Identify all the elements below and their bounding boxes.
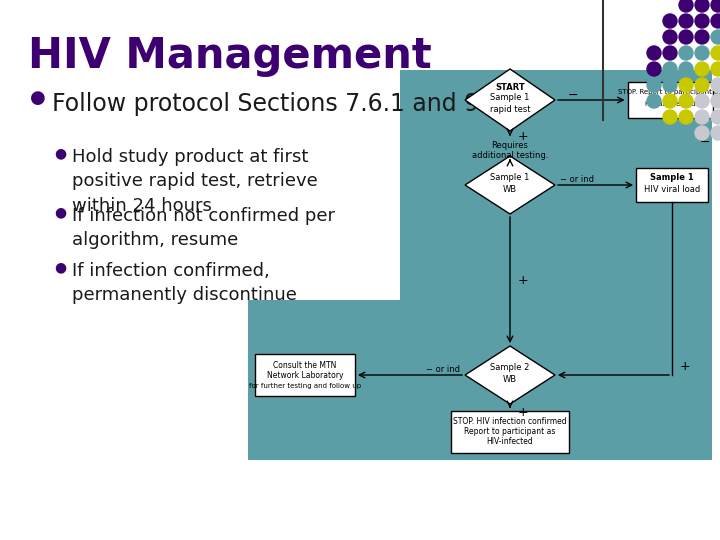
Circle shape: [647, 46, 661, 60]
Text: STOP. HIV infection confirmed: STOP. HIV infection confirmed: [453, 417, 567, 427]
FancyBboxPatch shape: [255, 354, 355, 396]
Circle shape: [695, 78, 709, 92]
Circle shape: [647, 78, 661, 92]
Text: +: +: [518, 406, 528, 419]
Circle shape: [679, 110, 693, 124]
Circle shape: [711, 62, 720, 76]
Circle shape: [663, 62, 677, 76]
Text: WB: WB: [503, 375, 517, 384]
Text: −: −: [699, 136, 710, 149]
Circle shape: [663, 46, 677, 60]
FancyBboxPatch shape: [400, 70, 712, 300]
Text: Report to participant as: Report to participant as: [464, 428, 556, 436]
Circle shape: [679, 0, 693, 12]
Text: ●: ●: [54, 260, 66, 274]
Text: Network Laboratory: Network Laboratory: [266, 370, 343, 380]
Circle shape: [711, 126, 720, 140]
Text: ●: ●: [54, 205, 66, 219]
Circle shape: [695, 94, 709, 108]
Text: +: +: [680, 361, 690, 374]
Text: Consult the MTN: Consult the MTN: [274, 361, 337, 369]
Polygon shape: [465, 156, 555, 214]
Circle shape: [695, 110, 709, 124]
Circle shape: [711, 110, 720, 124]
Circle shape: [647, 94, 661, 108]
FancyBboxPatch shape: [628, 82, 713, 118]
Text: ●: ●: [54, 146, 66, 160]
Circle shape: [711, 78, 720, 92]
Text: Sample 1: Sample 1: [490, 93, 530, 103]
Circle shape: [663, 14, 677, 28]
FancyBboxPatch shape: [636, 168, 708, 202]
Text: HIV Management: HIV Management: [28, 35, 432, 77]
Text: Sample 1: Sample 1: [490, 172, 530, 181]
Circle shape: [711, 30, 720, 44]
Text: +: +: [518, 273, 528, 287]
Text: Sample 2: Sample 2: [490, 362, 530, 372]
Circle shape: [663, 94, 677, 108]
Text: STOP. Report to participant as: STOP. Report to participant as: [618, 89, 720, 95]
Circle shape: [679, 46, 693, 60]
Circle shape: [679, 30, 693, 44]
Circle shape: [695, 46, 709, 60]
Text: Hold study product at first
positive rapid test, retrieve
within 24 hours: Hold study product at first positive rap…: [72, 148, 318, 214]
Circle shape: [679, 94, 693, 108]
Text: ●: ●: [30, 89, 46, 107]
Circle shape: [711, 0, 720, 12]
Circle shape: [663, 78, 677, 92]
Text: START: START: [495, 84, 525, 92]
Text: −: −: [568, 89, 578, 102]
Circle shape: [695, 0, 709, 12]
Circle shape: [695, 126, 709, 140]
Text: rapid test: rapid test: [490, 105, 530, 113]
Text: for further testing and follow up: for further testing and follow up: [249, 383, 361, 389]
Text: +: +: [518, 130, 528, 143]
Text: HIV-uninfected: HIV-uninfected: [644, 101, 696, 107]
Text: If infection confirmed,
permanently discontinue: If infection confirmed, permanently disc…: [72, 262, 297, 305]
Circle shape: [711, 46, 720, 60]
Text: Follow protocol Sections 7.6.1 and 9.10: Follow protocol Sections 7.6.1 and 9.10: [52, 92, 516, 116]
Text: Sample 1: Sample 1: [650, 173, 694, 183]
Circle shape: [679, 78, 693, 92]
Text: − or ind: − or ind: [560, 176, 594, 185]
Text: If infection not confirmed per
algorithm, resume: If infection not confirmed per algorithm…: [72, 207, 335, 249]
Circle shape: [711, 94, 720, 108]
Circle shape: [695, 30, 709, 44]
Circle shape: [679, 14, 693, 28]
Polygon shape: [465, 69, 555, 131]
Text: Requires: Requires: [492, 141, 528, 151]
FancyBboxPatch shape: [248, 300, 712, 460]
Circle shape: [695, 14, 709, 28]
Polygon shape: [465, 346, 555, 404]
Text: WB: WB: [503, 186, 517, 194]
Circle shape: [711, 14, 720, 28]
Circle shape: [679, 62, 693, 76]
Text: − or ind: − or ind: [426, 366, 460, 375]
Circle shape: [647, 62, 661, 76]
Circle shape: [663, 110, 677, 124]
Text: additional testing.: additional testing.: [472, 152, 548, 160]
Circle shape: [695, 62, 709, 76]
Text: HIV-infected: HIV-infected: [487, 437, 534, 447]
Text: HIV viral load: HIV viral load: [644, 186, 700, 194]
Circle shape: [663, 30, 677, 44]
FancyBboxPatch shape: [451, 411, 569, 453]
